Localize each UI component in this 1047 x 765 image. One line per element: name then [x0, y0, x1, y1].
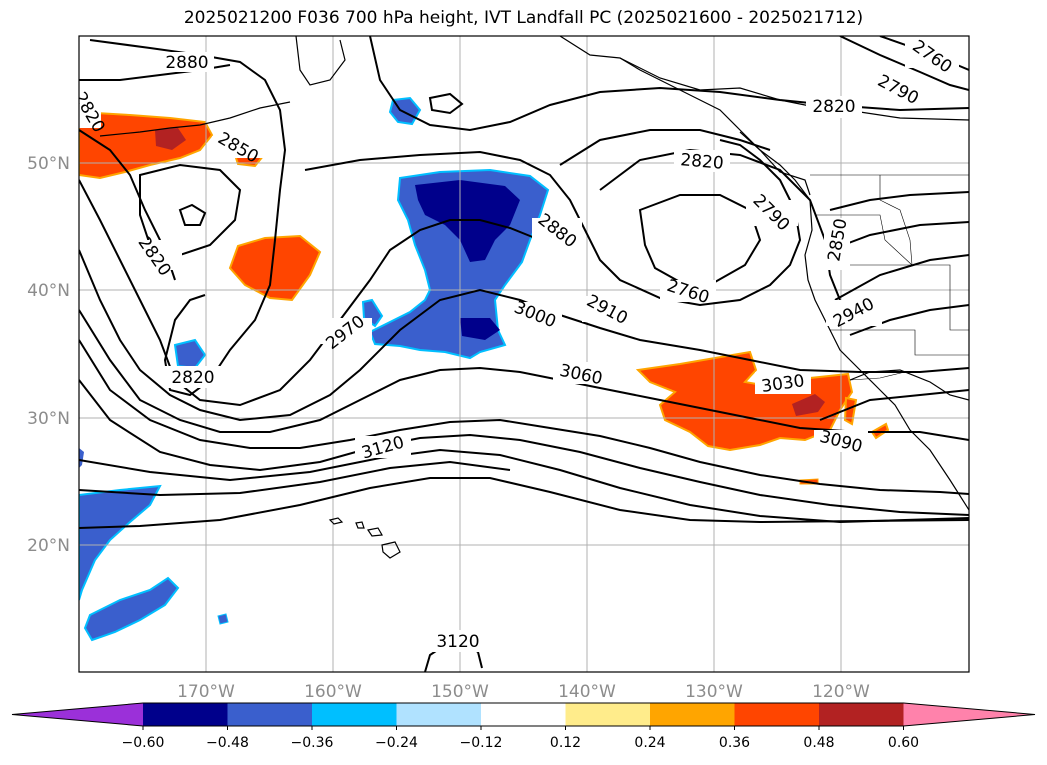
colorbar-extend-min [12, 703, 143, 726]
colorbar-tick-label: −0.24 [375, 735, 418, 751]
contour-label: 3120 [436, 632, 479, 652]
colorbar-bin [312, 703, 397, 726]
colorbar-tick-label: −0.48 [206, 735, 249, 751]
lat-label: 50°N [27, 154, 70, 174]
contour-labels: 2880 2820 2850 2820 2820 2970 2880 3000 … [79, 36, 959, 652]
colorbar: −0.60 −0.48 −0.36 −0.24 −0.12 0.12 0.24 0.36 0.4… [11, 702, 1036, 751]
lat-label: 40°N [27, 281, 70, 301]
contour-label: 2820 [680, 150, 725, 174]
contour-label: 2820 [171, 368, 214, 388]
lon-label: 160°W [304, 682, 362, 702]
hawaii-islands [328, 517, 401, 559]
lat-label: 30°N [27, 409, 70, 429]
map-title: 2025021200 F036 700 hPa height, IVT Land… [183, 8, 864, 28]
colorbar-bin [819, 703, 904, 726]
height-contours [79, 36, 969, 672]
colorbar-tick-label: −0.36 [291, 735, 334, 751]
colorbar-bin [565, 703, 651, 726]
ivt-negative-region [79, 96, 550, 642]
colorbar-tick-label: 0.24 [634, 735, 665, 751]
colorbar-bin [143, 703, 228, 726]
graticule [79, 36, 969, 672]
lat-label: 20°N [27, 536, 70, 556]
colorbar-tick-label: 0.12 [550, 735, 581, 751]
colorbar-tick-label: −0.60 [122, 735, 165, 751]
ivt-positive-region [79, 110, 890, 485]
map-panel [79, 36, 969, 672]
colorbar-bin [396, 703, 482, 726]
lon-label: 130°W [685, 682, 743, 702]
map-frame [78, 35, 970, 673]
lon-label: 140°W [558, 682, 616, 702]
colorbar-tick-label: 0.48 [803, 735, 834, 751]
colorbar-tick-label: −0.12 [460, 735, 503, 751]
lon-label: 120°W [812, 682, 870, 702]
contour-label: 2820 [812, 97, 855, 117]
latitude-labels: 50°N 40°N 30°N 20°N [27, 154, 70, 556]
colorbar-tick-label: 0.60 [888, 735, 919, 751]
colorbar-bin [481, 703, 566, 726]
colorbar-extend-max [903, 703, 1035, 726]
colorbar-bin [650, 703, 735, 726]
lon-label: 170°W [177, 682, 235, 702]
lon-label: 150°W [431, 682, 489, 702]
colorbar-bin [227, 703, 313, 726]
colorbar-bin [734, 703, 820, 726]
longitude-labels: 170°W 160°W 150°W 140°W 130°W 120°W [177, 682, 870, 702]
colorbar-tick-label: 0.36 [719, 735, 750, 751]
contour-label: 2880 [165, 53, 208, 73]
